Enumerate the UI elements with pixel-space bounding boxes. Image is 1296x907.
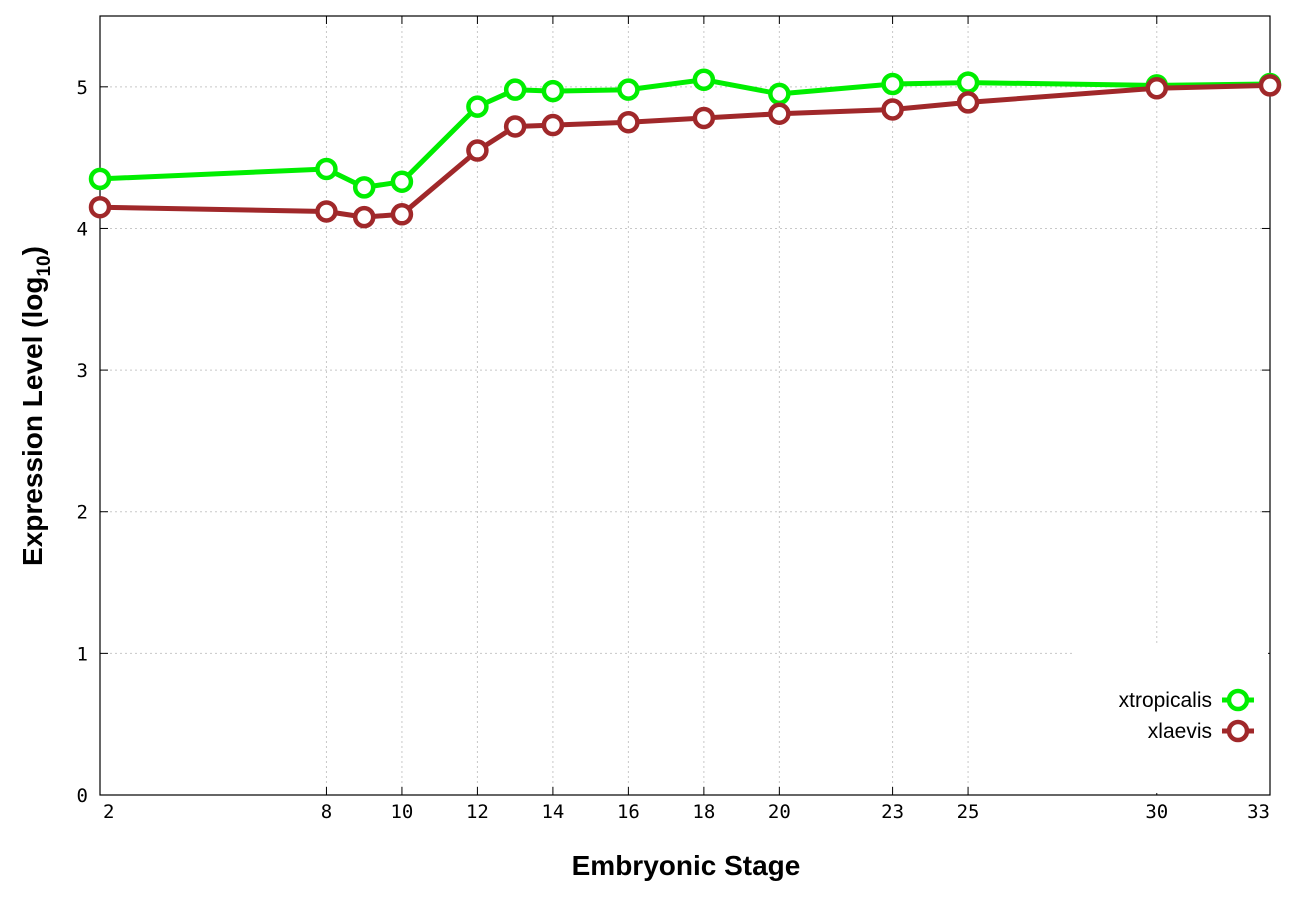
data-point-xtropicalis [88,167,112,191]
data-point-xlaevis [692,106,716,130]
data-point-xtropicalis [768,82,791,106]
series-line-xlaevis [99,82,1271,220]
x-tick-label: 23 [881,801,904,823]
x-tick-label: 8 [321,801,332,823]
x-tick-label: 33 [1247,801,1270,823]
y-tick-label: 1 [77,643,88,665]
x-axis-title: Embryonic Stage [572,850,801,881]
data-point-xtropicalis [352,176,376,199]
x-tick-label: 18 [692,801,715,823]
data-point-xlaevis [1258,74,1282,97]
y-axis-title-subscript: 10 [34,255,55,276]
data-point-xlaevis [617,110,640,134]
data-point-xlaevis [466,139,489,162]
legend: xtropicalis xlaevis [1072,645,1268,793]
data-point-xtropicalis [956,71,980,94]
y-tick-label: 2 [77,502,88,524]
x-tick-label: 10 [390,801,413,823]
x-tick-label: 16 [617,801,640,823]
x-tick-label: 12 [466,801,489,823]
data-point-xtropicalis [692,68,716,91]
data-point-xlaevis [88,195,112,219]
data-point-xtropicalis [617,78,640,101]
legend-marker-xlaevis [1226,719,1250,743]
series-xtropicalis [88,68,1282,199]
x-tick-label: 20 [768,801,791,823]
plot-frame [99,15,1271,796]
data-point-xlaevis [956,91,980,114]
series-line-xtropicalis [99,77,1271,190]
data-point-xlaevis [352,205,376,229]
data-point-xlaevis [503,115,527,138]
y-axis-title-close: ) [17,246,48,255]
data-point-xlaevis [390,203,414,226]
y-tick-label: 5 [77,77,88,99]
y-tick-label: 4 [77,218,88,240]
legend-marker-xtropicalis [1226,688,1250,712]
y-axis-title: Expression Level (log10) [17,246,55,566]
data-point-xlaevis [768,102,791,125]
data-point-xtropicalis [881,72,904,96]
data-point-xtropicalis [390,170,414,193]
x-tick-label: 14 [541,801,564,823]
legend-label-xlaevis: xlaevis [1148,720,1212,743]
x-tick-label: 2 [103,801,114,823]
legend-background [1072,645,1268,793]
data-point-xlaevis [315,200,338,223]
data-point-xtropicalis [466,95,489,118]
data-point-xlaevis [541,113,565,137]
series-layer [88,68,1282,229]
data-point-xlaevis [881,98,904,121]
data-point-xtropicalis [503,78,527,101]
data-point-xtropicalis [315,157,338,181]
y-tick-label: 0 [77,785,88,807]
y-tick-label: 3 [77,360,88,382]
x-tick-label: 25 [957,801,980,823]
series-xlaevis [88,74,1282,229]
data-point-xtropicalis [541,79,565,103]
data-point-xlaevis [1145,76,1169,100]
y-axis-title-main: Expression Level (log [17,277,48,566]
legend-label-xtropicalis: xtropicalis [1119,689,1212,712]
x-tick-label: 30 [1145,801,1168,823]
